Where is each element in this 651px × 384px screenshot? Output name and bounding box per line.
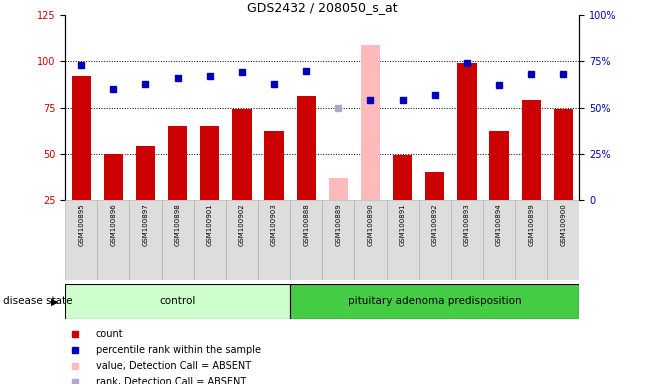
- Text: percentile rank within the sample: percentile rank within the sample: [96, 344, 261, 354]
- Bar: [515, 200, 547, 280]
- Bar: [425, 172, 445, 200]
- Bar: [194, 200, 226, 280]
- Text: GSM100902: GSM100902: [239, 203, 245, 245]
- Bar: [161, 200, 194, 280]
- Bar: [264, 131, 284, 200]
- Bar: [232, 109, 251, 200]
- Text: rank, Detection Call = ABSENT: rank, Detection Call = ABSENT: [96, 377, 246, 384]
- Text: GSM100899: GSM100899: [528, 203, 534, 246]
- Bar: [483, 200, 515, 280]
- Text: control: control: [159, 296, 196, 306]
- Text: GSM100890: GSM100890: [367, 203, 374, 246]
- Text: GSM100903: GSM100903: [271, 203, 277, 246]
- Text: GSM100893: GSM100893: [464, 203, 470, 246]
- Bar: [104, 154, 123, 200]
- Bar: [419, 200, 450, 280]
- Bar: [387, 200, 419, 280]
- Text: GSM100895: GSM100895: [78, 203, 84, 245]
- Text: GSM100901: GSM100901: [207, 203, 213, 246]
- Text: GSM100891: GSM100891: [400, 203, 406, 246]
- Bar: [297, 96, 316, 200]
- Bar: [393, 156, 412, 200]
- Bar: [329, 177, 348, 200]
- Bar: [65, 284, 290, 319]
- Bar: [200, 126, 219, 200]
- Text: count: count: [96, 329, 124, 339]
- Bar: [136, 146, 155, 200]
- Text: ▶: ▶: [51, 296, 59, 306]
- Text: value, Detection Call = ABSENT: value, Detection Call = ABSENT: [96, 361, 251, 371]
- Bar: [322, 200, 354, 280]
- Text: GSM100892: GSM100892: [432, 203, 437, 245]
- Text: GSM100889: GSM100889: [335, 203, 341, 246]
- Bar: [457, 63, 477, 200]
- Bar: [290, 200, 322, 280]
- Bar: [258, 200, 290, 280]
- Title: GDS2432 / 208050_s_at: GDS2432 / 208050_s_at: [247, 1, 398, 14]
- Bar: [490, 131, 508, 200]
- Text: GSM100900: GSM100900: [561, 203, 566, 246]
- Text: pituitary adenoma predisposition: pituitary adenoma predisposition: [348, 296, 521, 306]
- Text: GSM100898: GSM100898: [174, 203, 180, 246]
- Bar: [65, 200, 97, 280]
- Bar: [521, 100, 541, 200]
- Text: disease state: disease state: [3, 296, 73, 306]
- Bar: [547, 200, 579, 280]
- Bar: [168, 126, 187, 200]
- Bar: [450, 200, 483, 280]
- Bar: [72, 76, 91, 200]
- Text: GSM100894: GSM100894: [496, 203, 502, 245]
- Text: GSM100888: GSM100888: [303, 203, 309, 246]
- Bar: [553, 109, 573, 200]
- Bar: [226, 200, 258, 280]
- Bar: [354, 200, 387, 280]
- Bar: [290, 284, 579, 319]
- Bar: [130, 200, 161, 280]
- Bar: [97, 200, 130, 280]
- Text: GSM100897: GSM100897: [143, 203, 148, 246]
- Bar: [361, 45, 380, 200]
- Text: GSM100896: GSM100896: [110, 203, 117, 246]
